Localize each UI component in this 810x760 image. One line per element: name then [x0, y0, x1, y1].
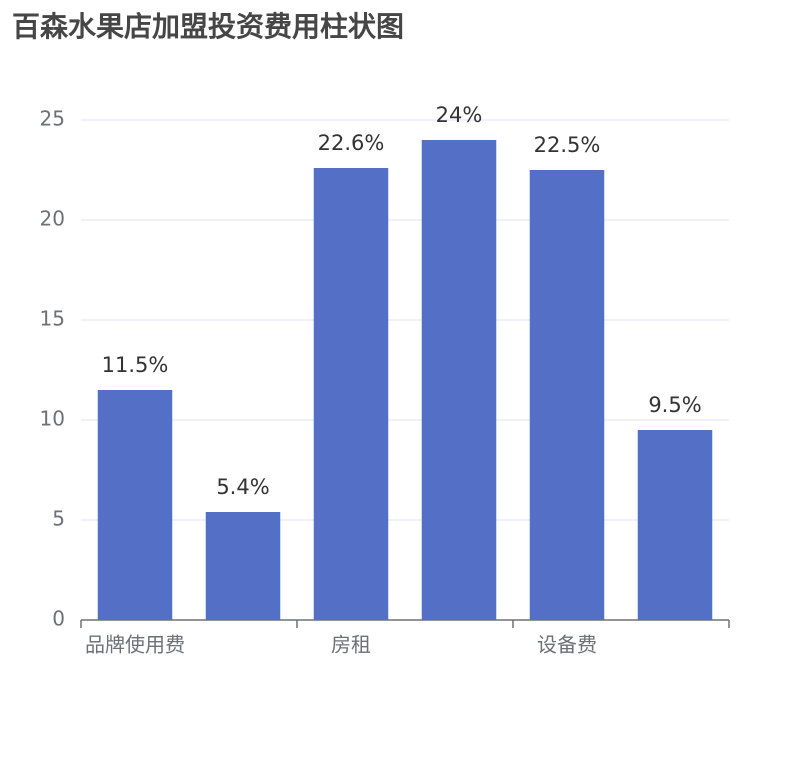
value-label: 5.4% [216, 475, 269, 499]
y-tick-label: 10 [40, 407, 65, 431]
value-label: 11.5% [102, 353, 169, 377]
bar [637, 430, 713, 620]
y-tick-label: 15 [40, 307, 65, 331]
x-tick-label: 品牌使用费 [85, 633, 185, 657]
bar [529, 170, 605, 620]
value-label: 22.5% [534, 133, 601, 157]
bar [205, 512, 281, 620]
y-tick-label: 0 [52, 607, 65, 631]
value-label: 24% [436, 103, 483, 127]
bar [97, 390, 173, 620]
value-label: 22.6% [318, 131, 385, 155]
bar [421, 140, 497, 620]
y-tick-label: 25 [40, 107, 65, 131]
x-tick-label: 房租 [331, 633, 371, 657]
chart-title: 百森水果店加盟投资费用柱状图 [12, 10, 404, 43]
bar [313, 168, 389, 620]
y-tick-label: 20 [40, 207, 65, 231]
x-tick-label: 设备费 [537, 633, 597, 657]
value-label: 9.5% [648, 393, 701, 417]
y-tick-label: 5 [52, 507, 65, 531]
